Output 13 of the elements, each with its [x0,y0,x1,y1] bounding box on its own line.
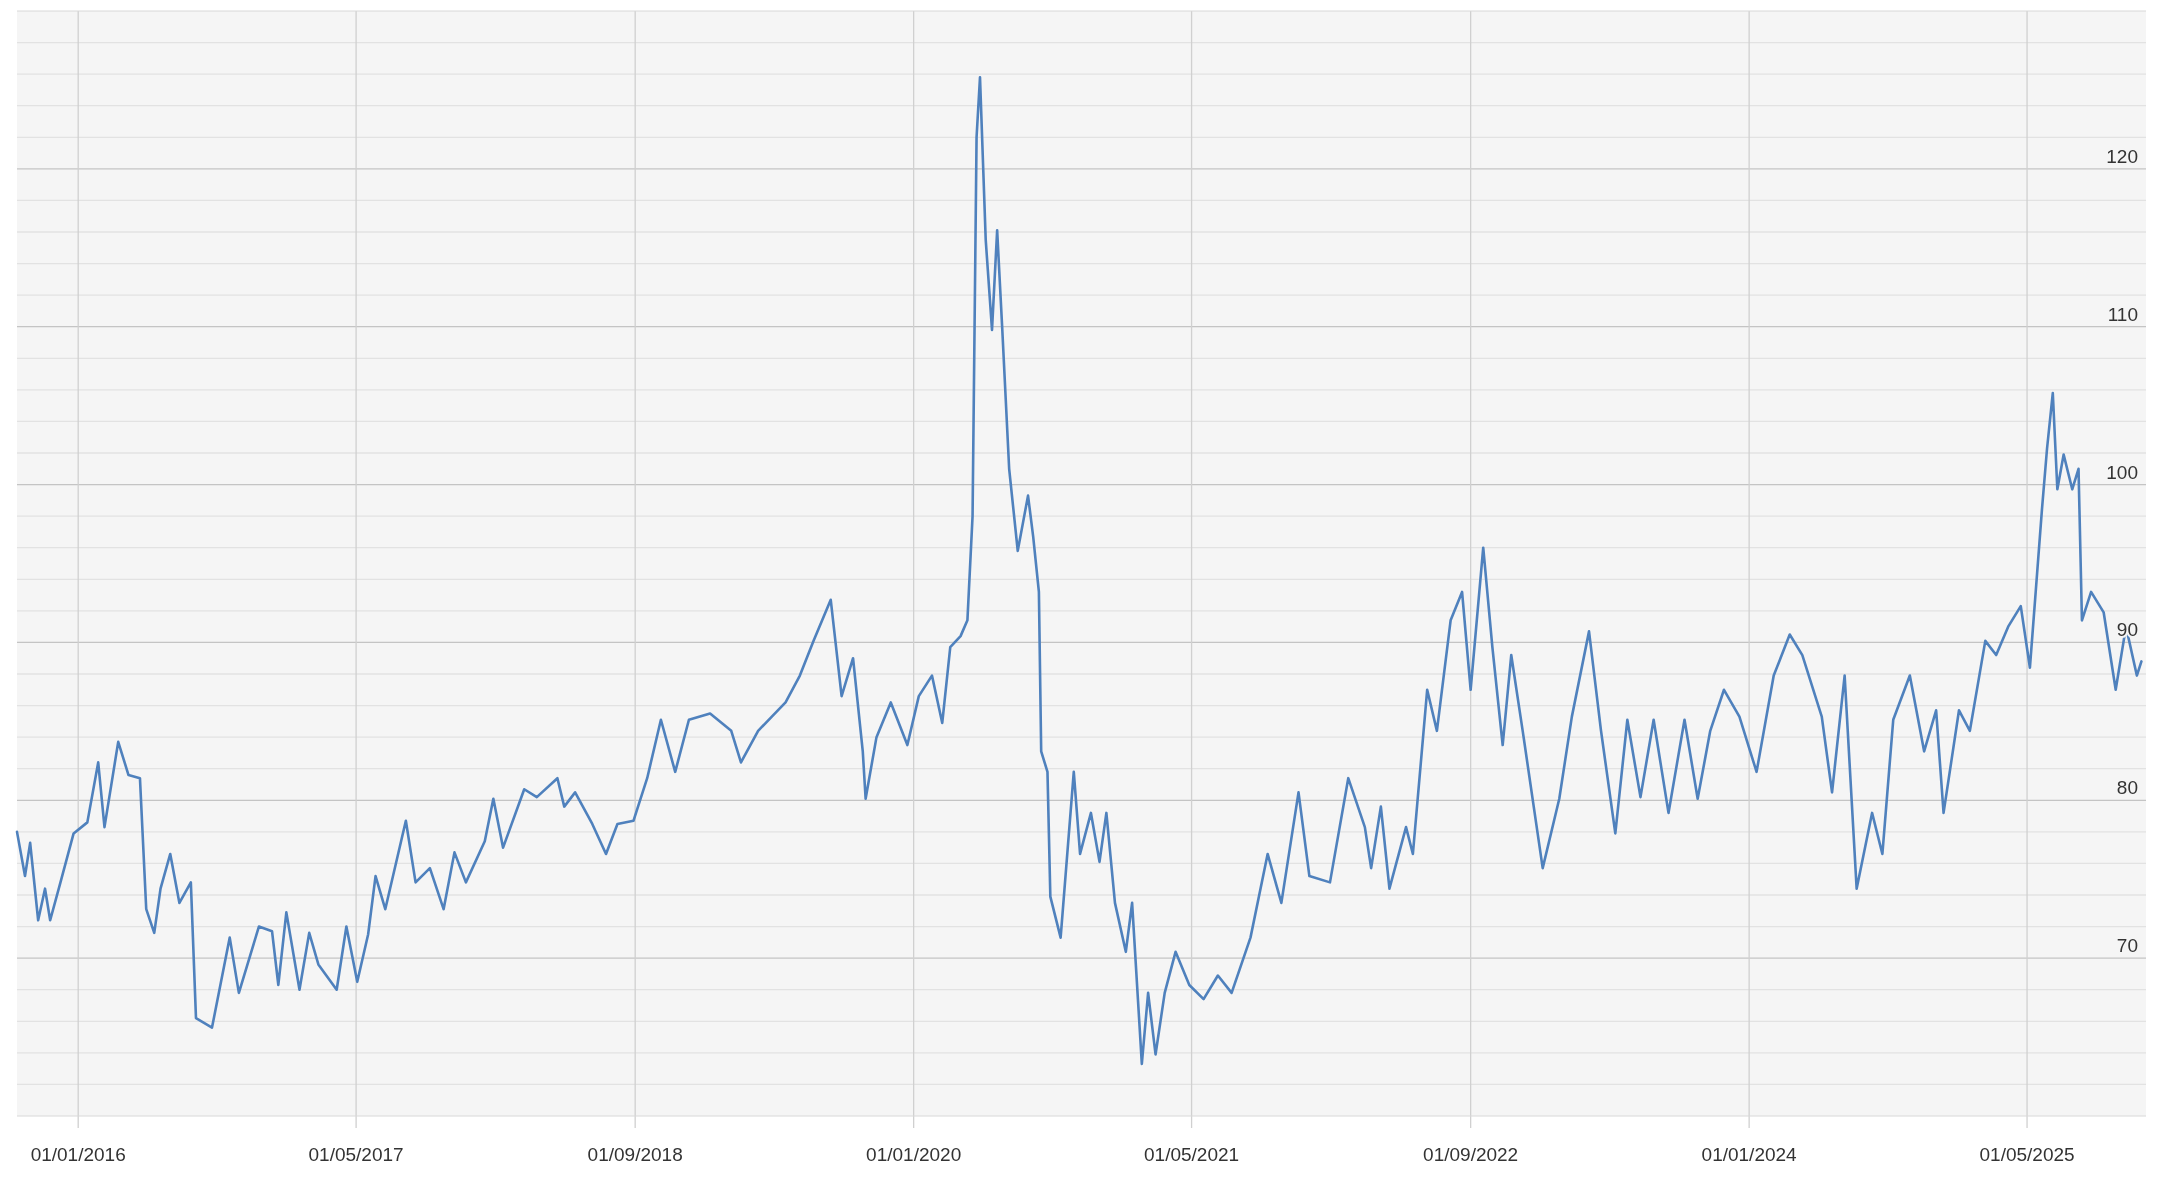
x-tick-label: 01/05/2017 [308,1144,404,1165]
y-tick-label: 70 [2116,935,2138,957]
x-tick-label: 01/01/2016 [30,1144,126,1165]
x-tick-label: 01/09/2018 [587,1144,683,1165]
y-tick-label: 100 [2106,461,2138,483]
x-tick-label: 01/01/2020 [866,1144,962,1165]
x-tick-label: 01/05/2021 [1144,1144,1240,1165]
x-tick-label: 01/01/2024 [1701,1144,1798,1165]
y-tick-label: 120 [2106,145,2138,167]
x-tick-label: 01/09/2022 [1423,1144,1519,1165]
y-tick-label: 110 [2107,303,2138,325]
x-tick-label: 01/05/2025 [1979,1144,2075,1165]
y-tick-label: 80 [2116,777,2138,799]
